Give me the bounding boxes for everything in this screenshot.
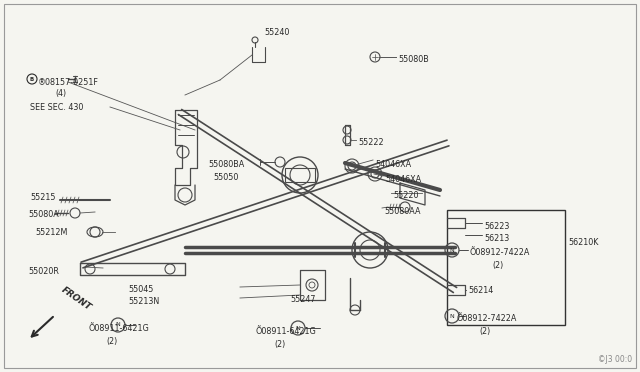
Text: 55045: 55045	[128, 285, 154, 294]
Text: N: N	[450, 247, 454, 253]
Text: N: N	[296, 326, 300, 330]
Text: 55080A: 55080A	[28, 210, 59, 219]
Text: Õ08912-7422A: Õ08912-7422A	[457, 314, 517, 323]
Text: 55215: 55215	[30, 193, 56, 202]
Text: (2): (2)	[274, 340, 285, 349]
Text: ®08157-0251F: ®08157-0251F	[38, 78, 99, 87]
Text: 55247: 55247	[290, 295, 316, 304]
Text: 55240: 55240	[264, 28, 289, 37]
Text: 56223: 56223	[484, 222, 509, 231]
Text: (4): (4)	[55, 89, 66, 98]
Text: 56210K: 56210K	[568, 238, 598, 247]
Text: 54046XA: 54046XA	[375, 160, 411, 169]
Text: Õ08911-6421G: Õ08911-6421G	[256, 327, 317, 336]
Text: B: B	[30, 77, 34, 81]
Text: N: N	[116, 323, 120, 327]
Text: 55212M: 55212M	[35, 228, 67, 237]
Text: Õ08911-6421G: Õ08911-6421G	[88, 324, 148, 333]
Text: 55222: 55222	[358, 138, 383, 147]
Text: (2): (2)	[106, 337, 117, 346]
Text: 55020R: 55020R	[28, 267, 59, 276]
Text: 56213: 56213	[484, 234, 509, 243]
Text: 55220: 55220	[393, 191, 419, 200]
Text: 55050: 55050	[213, 173, 238, 182]
Text: 55213N: 55213N	[128, 297, 159, 306]
Text: SEE SEC. 430: SEE SEC. 430	[30, 103, 83, 112]
Text: 55080B: 55080B	[398, 55, 429, 64]
Bar	[285, 168, 315, 182]
Text: 56214: 56214	[468, 286, 493, 295]
Text: 54046XA: 54046XA	[385, 175, 421, 184]
Text: (2): (2)	[479, 327, 490, 336]
Text: N: N	[450, 314, 454, 318]
Text: Õ08912-7422A: Õ08912-7422A	[470, 248, 531, 257]
Text: (2): (2)	[492, 261, 503, 270]
Text: 55080AA: 55080AA	[384, 207, 420, 216]
Text: 55080BA: 55080BA	[208, 160, 244, 169]
Text: FRONT: FRONT	[60, 285, 93, 312]
Text: ©J3 00:0: ©J3 00:0	[598, 355, 632, 364]
Bar	[447, 210, 565, 325]
